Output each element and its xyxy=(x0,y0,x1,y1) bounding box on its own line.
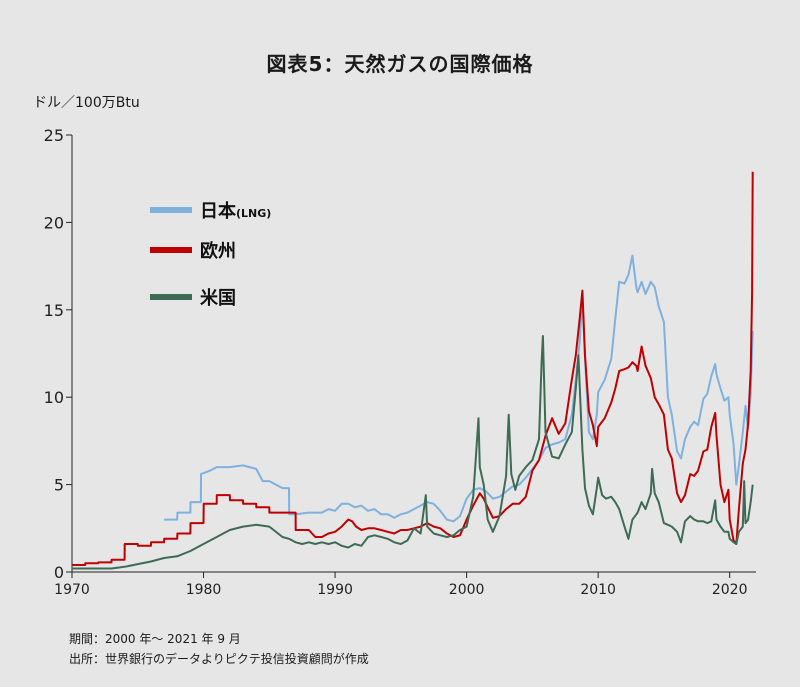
y-tick-label: 10 xyxy=(44,388,64,407)
legend-label-2: 米国 xyxy=(200,287,236,309)
x-tick-label: 2000 xyxy=(449,582,485,598)
footnotes: 期間：2000 年～ 2021 年 9 月 出所：世界銀行のデータよりピクテ投信… xyxy=(69,629,369,669)
series-line-1 xyxy=(72,171,754,566)
x-tick-label: 2020 xyxy=(712,582,748,598)
legend-label-0: 日本(LNG) xyxy=(200,200,271,222)
legend-label-1: 欧州 xyxy=(200,240,236,262)
x-tick-label: 2010 xyxy=(580,582,616,598)
footnote-source: 出所：世界銀行のデータよりピクテ投信投資顧問が作成 xyxy=(69,652,369,666)
chart-title: 図表5：天然ガスの国際価格 xyxy=(266,52,534,76)
y-tick-label: 5 xyxy=(54,476,64,495)
y-tick-label: 20 xyxy=(44,213,64,232)
x-tick-label: 1970 xyxy=(54,582,90,598)
axes: 0 5 10 15 20 25 1970 1980 1990 2000 2010 2020 xyxy=(44,126,756,598)
legend-label-suffix: (LNG) xyxy=(236,207,271,220)
x-tick-label: 1980 xyxy=(186,582,222,598)
y-tick-label: 0 xyxy=(54,563,64,582)
y-tick-label: 25 xyxy=(44,126,64,145)
series-line-0 xyxy=(164,254,754,523)
x-tick-label: 1990 xyxy=(317,582,353,598)
y-tick-label: 15 xyxy=(44,301,64,320)
series-lines xyxy=(72,171,754,570)
series-line-2 xyxy=(72,335,754,570)
footnote-period: 期間：2000 年～ 2021 年 9 月 xyxy=(69,632,241,646)
y-axis-unit-label: ドル／100万Btu xyxy=(33,95,140,111)
